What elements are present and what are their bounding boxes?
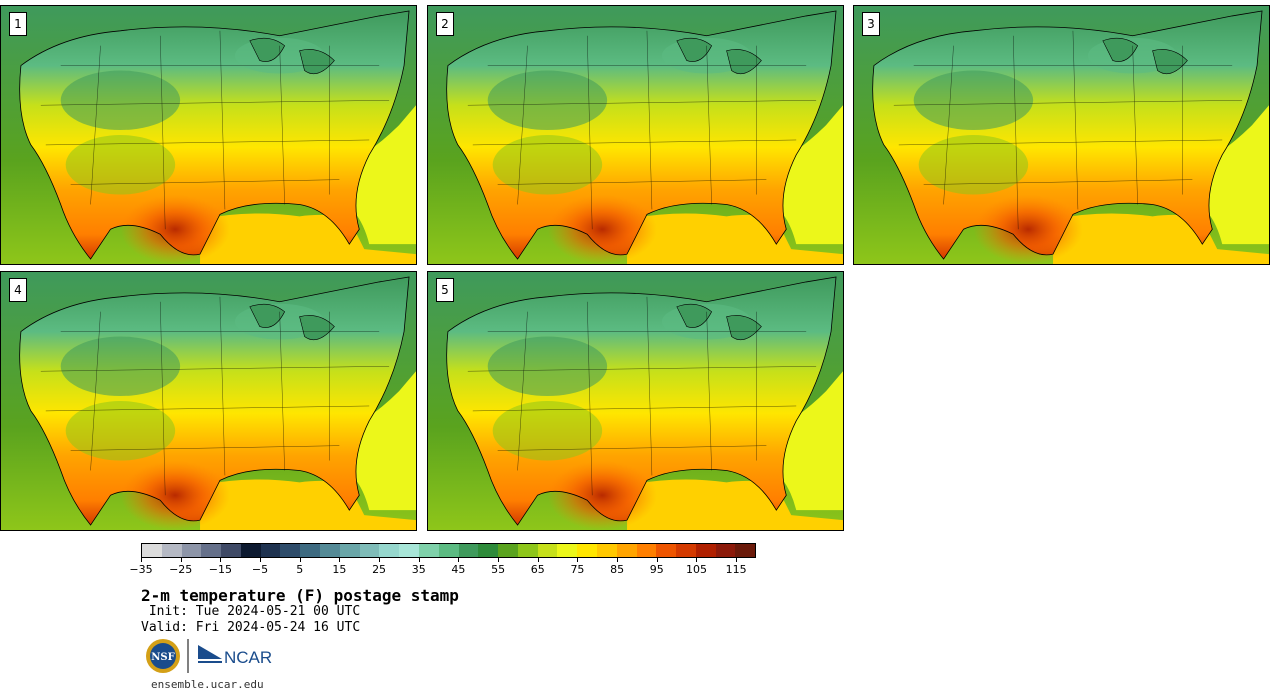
colorbar-swatch bbox=[695, 544, 716, 557]
temperature-map bbox=[428, 6, 843, 264]
site-url[interactable]: ensemble.ucar.edu bbox=[151, 678, 264, 691]
colorbar-swatch bbox=[142, 544, 162, 557]
colorbar-swatch bbox=[715, 544, 736, 557]
forecast-panel-2: 2 bbox=[427, 5, 844, 265]
colorbar-tick-label: 115 bbox=[725, 563, 747, 576]
ncar-logo-text: NCAR bbox=[224, 648, 272, 667]
colorbar-tick-label: −35 bbox=[129, 563, 153, 576]
colorbar-swatch bbox=[280, 544, 301, 557]
nsf-logo-icon: NSF bbox=[146, 639, 180, 673]
colorbar-tick-label: 35 bbox=[411, 563, 426, 576]
logos: NSF NCAR bbox=[144, 637, 284, 677]
colorbar-swatch bbox=[260, 544, 281, 557]
colorbar-tick bbox=[537, 558, 539, 562]
colorbar-tick-label: 85 bbox=[610, 563, 625, 576]
colorbar-swatch bbox=[418, 544, 439, 557]
colorbar-swatch bbox=[240, 544, 261, 557]
ncar-logo-icon: NCAR bbox=[198, 645, 272, 667]
colorbar-swatch bbox=[498, 544, 518, 557]
colorbar-tick-label: 5 bbox=[296, 563, 304, 576]
colorbar-tick-label: −5 bbox=[251, 563, 269, 576]
temperature-map bbox=[1, 272, 416, 530]
colorbar-tick bbox=[617, 558, 619, 562]
panel-label: 4 bbox=[9, 278, 27, 302]
colorbar-swatch bbox=[320, 544, 340, 557]
colorbar-tick-label: −15 bbox=[208, 563, 232, 576]
colorbar-tick bbox=[418, 558, 420, 562]
temperature-map bbox=[428, 272, 843, 530]
colorbar-tick-label: 95 bbox=[649, 563, 664, 576]
colorbar-swatch bbox=[201, 544, 222, 557]
colorbar-tick-label: 55 bbox=[491, 563, 506, 576]
colorbar-tick-label: 15 bbox=[332, 563, 347, 576]
colorbar-swatch bbox=[399, 544, 419, 557]
valid-time: Valid: Fri 2024-05-24 16 UTC bbox=[141, 620, 361, 635]
colorbar-swatch bbox=[478, 544, 499, 557]
colorbar-tick-label: 105 bbox=[685, 563, 707, 576]
colorbar-tick-label: −25 bbox=[169, 563, 193, 576]
temperature-map bbox=[1, 6, 416, 264]
colorbar-tick bbox=[577, 558, 579, 562]
colorbar-swatch bbox=[379, 544, 400, 557]
colorbar-swatch bbox=[438, 544, 459, 557]
forecast-panel-4: 4 bbox=[0, 271, 417, 531]
colorbar-tick bbox=[656, 558, 658, 562]
temperature-map bbox=[854, 6, 1269, 264]
colorbar-swatch bbox=[537, 544, 558, 557]
colorbar-swatch bbox=[458, 544, 479, 557]
colorbar-ticks: −35 −25 −15 −5 5 15 25 35 45 55 65 75 85 95 105 115 bbox=[129, 558, 756, 582]
colorbar-swatch bbox=[181, 544, 202, 557]
colorbar-swatch bbox=[517, 544, 538, 557]
panel-label: 2 bbox=[436, 12, 454, 36]
colorbar-tick bbox=[180, 558, 182, 562]
forecast-panel-1: 1 bbox=[0, 5, 417, 265]
colorbar-tick-label: 75 bbox=[570, 563, 585, 576]
colorbar-tick-label: 65 bbox=[530, 563, 545, 576]
nsf-logo-text: NSF bbox=[151, 652, 174, 663]
colorbar-tick bbox=[696, 558, 698, 562]
colorbar-tick bbox=[736, 558, 738, 562]
colorbar-swatch bbox=[577, 544, 597, 557]
colorbar-swatch bbox=[735, 544, 756, 557]
colorbar-swatch bbox=[339, 544, 360, 557]
colorbar-tick bbox=[339, 558, 341, 562]
colorbar-tick bbox=[299, 558, 301, 562]
colorbar-swatch bbox=[596, 544, 617, 557]
init-time: Init: Tue 2024-05-21 00 UTC bbox=[141, 604, 361, 619]
colorbar-swatch bbox=[221, 544, 241, 557]
colorbar-swatch bbox=[616, 544, 637, 557]
colorbar-swatch bbox=[676, 544, 696, 557]
panel-label: 3 bbox=[862, 12, 880, 36]
colorbar-tick bbox=[379, 558, 381, 562]
colorbar-tick-label: 25 bbox=[372, 563, 387, 576]
colorbar-tick bbox=[260, 558, 262, 562]
colorbar-tick bbox=[141, 558, 142, 562]
forecast-panel-3: 3 bbox=[853, 5, 1270, 265]
forecast-panel-5: 5 bbox=[427, 271, 844, 531]
chart-title: 2-m temperature (F) postage stamp bbox=[141, 586, 459, 605]
colorbar-swatch bbox=[161, 544, 182, 557]
colorbar-swatch bbox=[359, 544, 380, 557]
colorbar-tick bbox=[498, 558, 500, 562]
colorbar-tick bbox=[220, 558, 222, 562]
colorbar-swatch bbox=[557, 544, 578, 557]
colorbar-tick bbox=[458, 558, 460, 562]
panel-label: 5 bbox=[436, 278, 454, 302]
colorbar-swatch bbox=[300, 544, 321, 557]
panel-label: 1 bbox=[9, 12, 27, 36]
colorbar-tick-label: 45 bbox=[451, 563, 466, 576]
colorbar-swatch bbox=[656, 544, 677, 557]
colorbar-swatch bbox=[636, 544, 657, 557]
temperature-colorbar bbox=[141, 543, 756, 558]
